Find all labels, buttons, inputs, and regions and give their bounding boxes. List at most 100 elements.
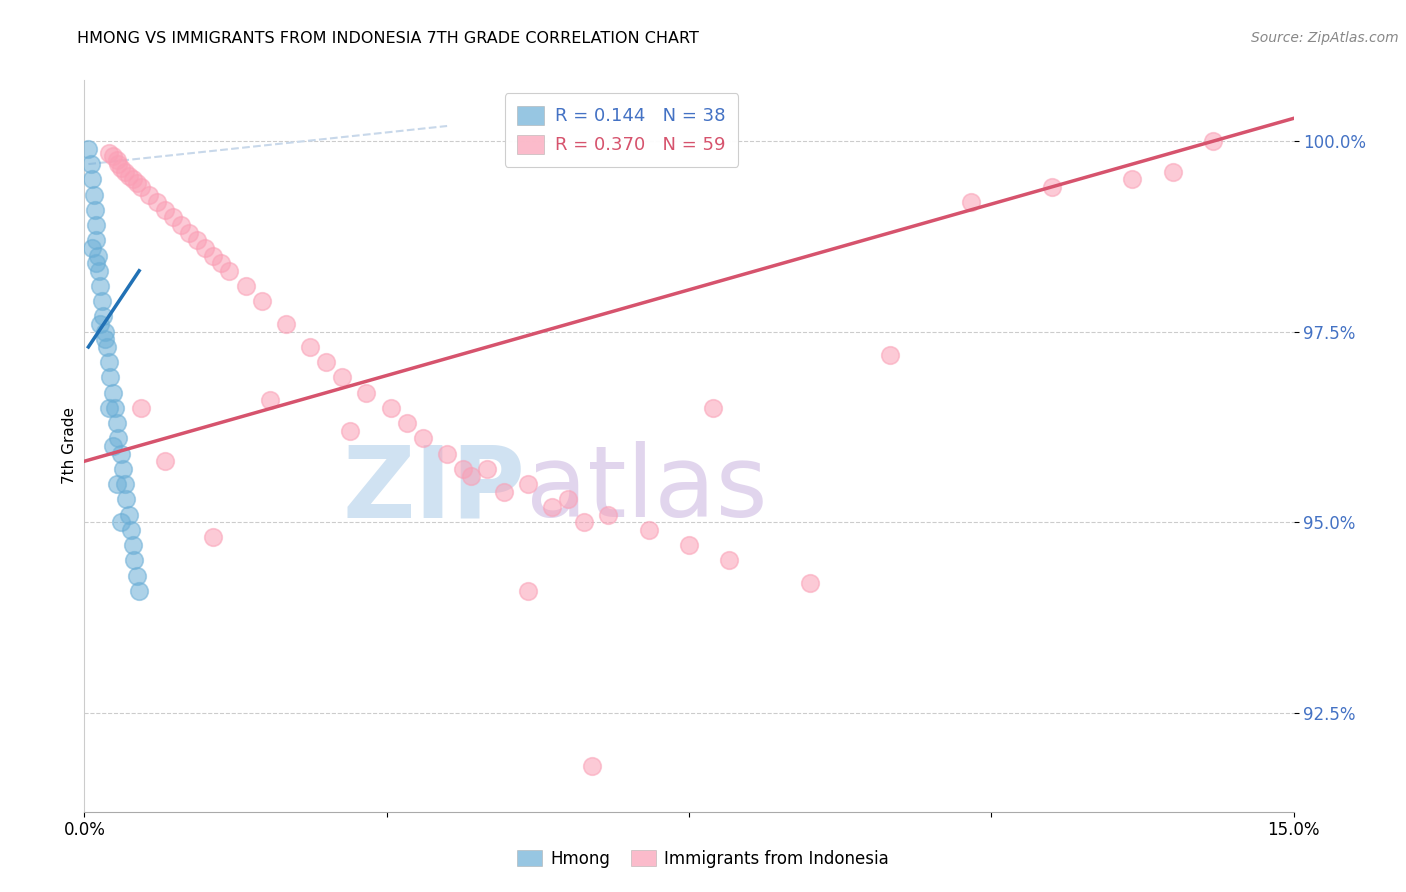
Point	[120, 523, 142, 537]
Point	[315, 355, 337, 369]
Point	[101, 439, 124, 453]
Point	[115, 492, 138, 507]
Point	[678, 538, 700, 552]
Point	[557, 492, 579, 507]
Point	[105, 477, 128, 491]
Point	[718, 553, 741, 567]
Point	[356, 385, 378, 400]
Point	[91, 310, 114, 324]
Point	[105, 416, 128, 430]
Point	[107, 431, 129, 445]
Point	[138, 187, 160, 202]
Point	[110, 515, 132, 529]
Point	[250, 294, 273, 309]
Point	[637, 523, 659, 537]
Point	[541, 500, 564, 514]
Point	[114, 477, 136, 491]
Point	[879, 347, 901, 361]
Point	[93, 332, 115, 346]
Point	[339, 424, 361, 438]
Point	[128, 583, 150, 598]
Point	[82, 172, 104, 186]
Point	[98, 370, 121, 384]
Point	[218, 264, 240, 278]
Point	[77, 142, 100, 156]
Point	[121, 172, 143, 186]
Point	[129, 180, 152, 194]
Point	[110, 161, 132, 175]
Point	[107, 157, 129, 171]
Point	[86, 233, 108, 247]
Point	[118, 508, 141, 522]
Point	[125, 176, 148, 190]
Y-axis label: 7th Grade: 7th Grade	[62, 408, 77, 484]
Point	[274, 317, 297, 331]
Point	[960, 195, 983, 210]
Point	[83, 187, 105, 202]
Point	[153, 454, 176, 468]
Point	[112, 462, 135, 476]
Text: ZIP: ZIP	[343, 442, 526, 539]
Point	[1121, 172, 1143, 186]
Point	[436, 447, 458, 461]
Point	[153, 202, 176, 217]
Point	[1202, 134, 1225, 148]
Point	[80, 157, 103, 171]
Point	[83, 202, 105, 217]
Point	[124, 553, 146, 567]
Point	[89, 317, 111, 331]
Point	[129, 401, 152, 415]
Point	[104, 401, 127, 415]
Point	[299, 340, 322, 354]
Point	[101, 149, 124, 163]
Legend: Hmong, Immigrants from Indonesia: Hmong, Immigrants from Indonesia	[510, 844, 896, 875]
Point	[492, 484, 515, 499]
Text: Source: ZipAtlas.com: Source: ZipAtlas.com	[1251, 31, 1399, 45]
Point	[91, 294, 114, 309]
Legend: R = 0.144   N = 38, R = 0.370   N = 59: R = 0.144 N = 38, R = 0.370 N = 59	[505, 93, 738, 167]
Point	[460, 469, 482, 483]
Point	[118, 169, 141, 183]
Point	[179, 226, 201, 240]
Point	[96, 340, 118, 354]
Point	[110, 447, 132, 461]
Point	[1040, 180, 1063, 194]
Point	[146, 195, 169, 210]
Point	[516, 477, 538, 491]
Point	[581, 759, 603, 773]
Point	[209, 256, 232, 270]
Point	[702, 401, 724, 415]
Point	[105, 153, 128, 168]
Point	[93, 325, 115, 339]
Text: HMONG VS IMMIGRANTS FROM INDONESIA 7TH GRADE CORRELATION CHART: HMONG VS IMMIGRANTS FROM INDONESIA 7TH G…	[77, 31, 699, 46]
Point	[125, 568, 148, 582]
Point	[121, 538, 143, 552]
Point	[97, 355, 120, 369]
Point	[87, 264, 110, 278]
Point	[259, 393, 281, 408]
Point	[97, 401, 120, 415]
Point	[235, 279, 257, 293]
Point	[82, 241, 104, 255]
Point	[162, 211, 184, 225]
Point	[202, 531, 225, 545]
Point	[451, 462, 474, 476]
Point	[101, 385, 124, 400]
Point	[799, 576, 821, 591]
Point	[89, 279, 111, 293]
Text: atlas: atlas	[526, 442, 768, 539]
Point	[572, 515, 595, 529]
Point	[477, 462, 499, 476]
Point	[194, 241, 217, 255]
Point	[97, 145, 120, 160]
Point	[598, 508, 620, 522]
Point	[186, 233, 208, 247]
Point	[330, 370, 353, 384]
Point	[380, 401, 402, 415]
Point	[114, 164, 136, 178]
Point	[516, 583, 538, 598]
Point	[412, 431, 434, 445]
Point	[86, 256, 108, 270]
Point	[1161, 164, 1184, 178]
Point	[395, 416, 418, 430]
